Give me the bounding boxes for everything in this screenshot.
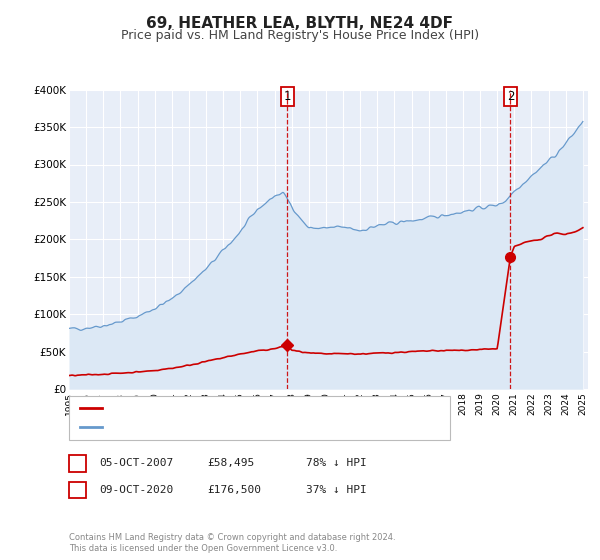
Text: HPI: Average price, detached house, Northumberland: HPI: Average price, detached house, Nort… xyxy=(106,422,385,432)
Text: £58,495: £58,495 xyxy=(207,458,254,468)
Text: 69, HEATHER LEA, BLYTH, NE24 4DF: 69, HEATHER LEA, BLYTH, NE24 4DF xyxy=(146,16,454,31)
Text: 69, HEATHER LEA, BLYTH, NE24 4DF (detached house): 69, HEATHER LEA, BLYTH, NE24 4DF (detach… xyxy=(106,403,388,413)
Text: 1: 1 xyxy=(74,458,81,468)
Text: 2: 2 xyxy=(506,90,514,102)
Text: Price paid vs. HM Land Registry's House Price Index (HPI): Price paid vs. HM Land Registry's House … xyxy=(121,29,479,42)
Text: Contains HM Land Registry data © Crown copyright and database right 2024.
This d: Contains HM Land Registry data © Crown c… xyxy=(69,533,395,553)
Text: 2: 2 xyxy=(74,485,81,495)
Text: 09-OCT-2020: 09-OCT-2020 xyxy=(99,485,173,495)
Text: 1: 1 xyxy=(284,90,291,102)
Text: 78% ↓ HPI: 78% ↓ HPI xyxy=(306,458,367,468)
Text: 05-OCT-2007: 05-OCT-2007 xyxy=(99,458,173,468)
Text: 37% ↓ HPI: 37% ↓ HPI xyxy=(306,485,367,495)
Text: £176,500: £176,500 xyxy=(207,485,261,495)
